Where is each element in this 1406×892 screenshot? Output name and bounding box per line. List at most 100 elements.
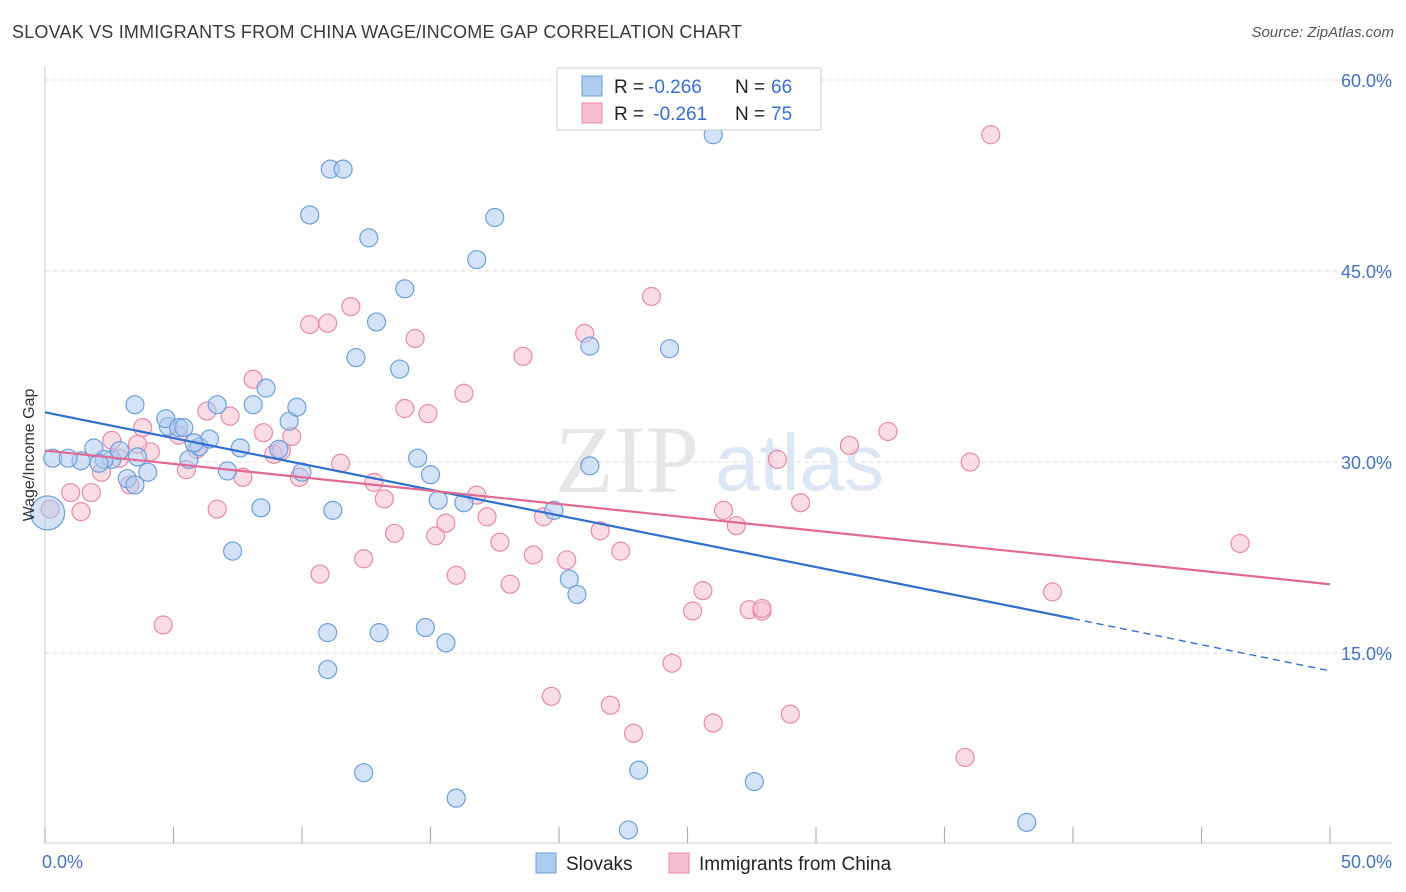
china-point-10 — [153, 615, 173, 635]
slovaks-point-44 — [428, 490, 448, 510]
china-point-52 — [611, 541, 631, 561]
bottom-legend-swatch-slovaks — [535, 852, 557, 874]
china-point-28 — [341, 297, 361, 317]
slovaks-point-21 — [243, 395, 263, 415]
china-point-50 — [590, 521, 610, 541]
china-point-70 — [981, 125, 1001, 145]
legend-swatch-china — [581, 102, 603, 124]
source-label: Source: ZipAtlas.com — [1251, 24, 1394, 41]
china-point-53 — [623, 723, 644, 743]
slovaks-point-43 — [420, 465, 441, 485]
legend-row2-n-label: N = — [735, 104, 765, 125]
slovaks-point-6 — [125, 475, 145, 495]
slovaks-trendline — [44, 411, 1074, 620]
slovaks-point-63 — [89, 453, 109, 473]
slovaks-point-17 — [207, 395, 227, 415]
slovaks-point-42 — [415, 617, 435, 638]
china-point-1 — [61, 482, 81, 503]
y-tick-labels: 15.0% 30.0% 45.0% 60.0% — [1341, 71, 1392, 664]
china-point-39 — [454, 383, 474, 403]
slovaks-point-54 — [580, 336, 600, 356]
slovaks-point-61 — [29, 495, 66, 531]
y-axis-label: Wage/Income Gap — [21, 389, 38, 522]
slovaks-point-23 — [256, 378, 276, 398]
slovaks-point-24 — [269, 439, 289, 459]
legend-swatch-slovaks — [581, 75, 603, 97]
china-point-15 — [207, 499, 227, 519]
slovaks-point-55 — [618, 820, 638, 840]
china-point-47 — [541, 686, 561, 706]
slovaks-point-28 — [300, 205, 320, 225]
slovaks-point-38 — [369, 623, 389, 643]
x-tick-label-1: 50.0% — [1341, 852, 1392, 872]
legend-row1-r-value: -0.266 — [648, 77, 702, 98]
watermark: ZIP atlas — [555, 406, 884, 513]
china-point-2 — [71, 502, 91, 522]
slovaks-point-20 — [230, 438, 250, 458]
slovaks-point-60 — [1017, 812, 1037, 832]
china-point-36 — [426, 526, 446, 546]
x-tick-label-0: 0.0% — [42, 852, 83, 872]
china-point-67 — [878, 421, 898, 442]
slovaks-point-13 — [138, 462, 158, 482]
slovaks-point-19 — [223, 541, 243, 561]
legend-row2-r-value: -0.261 — [648, 104, 707, 125]
slovaks-point-45 — [436, 633, 456, 653]
slovaks-point-29 — [318, 623, 338, 643]
x-tick-labels: 0.0% 50.0% — [42, 852, 1392, 872]
slovaks-point-59 — [744, 772, 764, 792]
slovaks-point-52 — [567, 584, 587, 605]
china-point-65 — [790, 493, 811, 513]
slovaks-point-12 — [174, 418, 194, 438]
china-point-16 — [220, 406, 240, 426]
china-point-72 — [1230, 533, 1250, 554]
slovaks-point-22 — [251, 498, 271, 518]
y-tick-label-0: 15.0% — [1341, 644, 1392, 664]
slovaks-point-26 — [287, 397, 307, 417]
china-point-51 — [600, 695, 621, 715]
china-point-19 — [253, 423, 274, 443]
slovaks-point-53 — [580, 456, 600, 476]
china-point-26 — [318, 313, 338, 333]
china-point-41 — [477, 507, 497, 527]
slovaks-point-37 — [366, 312, 387, 332]
legend-row1-r-label: R = — [614, 77, 644, 98]
bottom-legend-swatch-china — [668, 852, 690, 874]
watermark-zip: ZIP — [555, 406, 699, 513]
china-point-69 — [960, 452, 980, 472]
china-point-45 — [523, 545, 543, 565]
china-point-68 — [955, 747, 975, 768]
slovaks-point-57 — [659, 339, 680, 359]
slovaks-point-56 — [629, 760, 649, 780]
china-point-25 — [310, 564, 330, 584]
china-point-33 — [395, 398, 415, 419]
china-point-58 — [703, 713, 723, 733]
slovaks-point-30 — [323, 500, 343, 520]
china-point-38 — [446, 565, 466, 585]
slovaks-point-49 — [485, 207, 505, 228]
china-point-37 — [436, 513, 456, 533]
china-point-64 — [780, 704, 800, 724]
china-point-71 — [1042, 582, 1063, 602]
trendlines — [44, 411, 1331, 672]
slovaks-point-31 — [318, 659, 338, 680]
slovaks-trendline-extension — [1072, 617, 1331, 672]
china-point-29 — [354, 549, 374, 569]
china-point-3 — [81, 482, 101, 503]
legend-row1-n-value: 66 — [771, 77, 792, 98]
watermark-atlas: atlas — [715, 418, 884, 507]
china-point-59 — [713, 500, 734, 520]
top-legend: R = -0.266 N = 66 R = -0.261 N = 75 — [556, 67, 822, 131]
china-point-73 — [752, 598, 772, 619]
slovaks-point-48 — [467, 249, 487, 270]
y-tick-label-2: 45.0% — [1341, 262, 1392, 282]
slovaks-point-8 — [125, 395, 145, 415]
legend-row2-n-value: 75 — [771, 104, 792, 125]
legend-row1-n-label: N = — [735, 77, 765, 98]
china-point-32 — [384, 523, 405, 543]
chart-title: SLOVAK VS IMMIGRANTS FROM CHINA WAGE/INC… — [12, 22, 743, 42]
china-point-42 — [490, 532, 510, 552]
slovaks-point-36 — [359, 228, 379, 248]
china-point-54 — [641, 286, 662, 307]
